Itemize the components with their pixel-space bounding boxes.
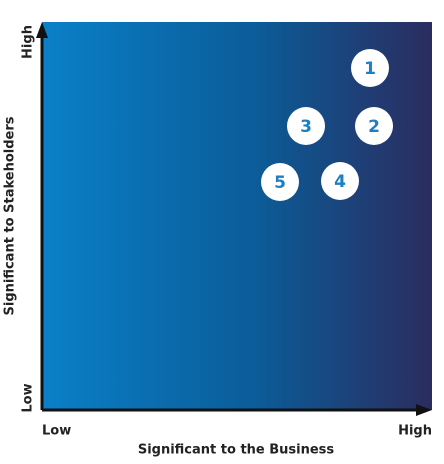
y-title: Significant to Stakeholders: [3, 116, 18, 315]
y-high: High: [21, 25, 36, 59]
x-arrow: [416, 404, 432, 416]
node-circle: [355, 107, 393, 145]
x-title: Significant to the Business: [138, 443, 335, 458]
node-label: 3: [300, 117, 312, 137]
node-label: 4: [334, 172, 346, 192]
node-label: 2: [368, 117, 380, 137]
node: 3: [287, 107, 325, 145]
node: 4: [321, 162, 359, 200]
node-label: 1: [364, 59, 376, 79]
node-circle: [351, 49, 389, 87]
y-low: Low: [21, 383, 36, 412]
node-circle: [261, 163, 299, 201]
node-label: 5: [274, 173, 286, 193]
node: 2: [355, 107, 393, 145]
y-arrow: [36, 22, 48, 38]
x-high: High: [398, 424, 432, 439]
node-circle: [321, 162, 359, 200]
node-circle: [287, 107, 325, 145]
node: 5: [261, 163, 299, 201]
node: 1: [351, 49, 389, 87]
x-low: Low: [42, 424, 71, 439]
